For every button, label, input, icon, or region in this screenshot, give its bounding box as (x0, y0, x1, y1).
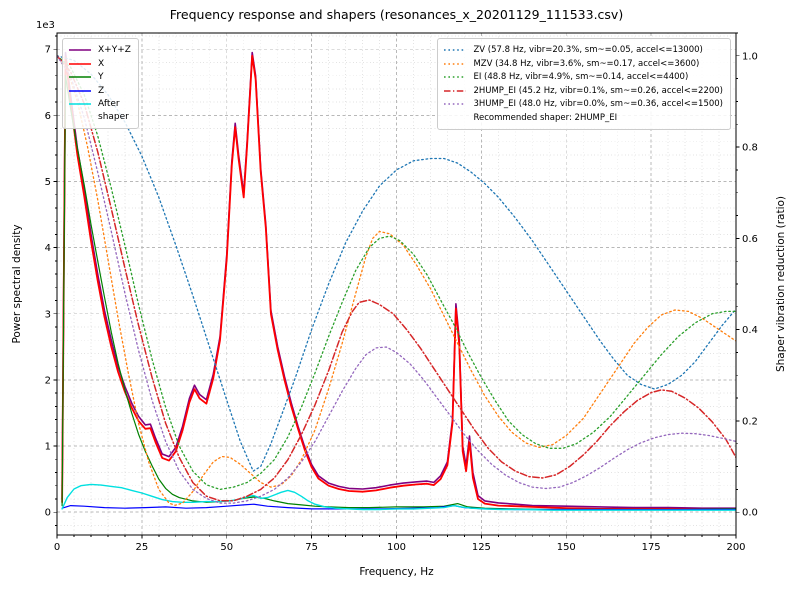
series-y (61, 75, 736, 511)
chart-title: Frequency response and shapers (resonanc… (169, 7, 624, 22)
left-tick-label: 7 (45, 45, 51, 56)
tick-marks (53, 32, 740, 539)
legend-line-sample (444, 76, 467, 78)
legend-line-sample (69, 89, 91, 92)
legend-item-label: X+Y+Z (98, 45, 131, 55)
legend-item: Y (68, 71, 131, 84)
legend-line-sample (444, 49, 467, 51)
legend-item-label: ZV (57.8 Hz, vibr=20.3%, sm~=0.05, accel… (473, 45, 703, 55)
legend-item: 3HUMP_EI (48.0 Hz, vibr=0.0%, sm~=0.36, … (443, 98, 723, 111)
tick-labels: 0 25 50 75 100 125 150 175 200 0 1 2 3 4 5 6 7 0.0 0.2 0.4 0… (45, 45, 758, 553)
legend-item-label: After shaper (98, 99, 129, 122)
legend-item: ZV (57.8 Hz, vibr=20.3%, sm~=0.05, accel… (443, 44, 723, 57)
legend-item-label: MZV (34.8 Hz, vibr=3.6%, sm~=0.17, accel… (473, 58, 700, 69)
x-tick-label: 100 (387, 542, 406, 553)
legend-item: 2HUMP_EI (45.2 Hz, vibr=0.1%, sm~=0.26, … (443, 85, 723, 98)
legend-line-sample (69, 103, 91, 105)
legend-shapers: ZV (57.8 Hz, vibr=20.3%, sm~=0.05, accel… (437, 38, 731, 130)
right-tick-label: 0.6 (742, 234, 758, 245)
left-tick-label: 4 (45, 243, 51, 254)
legend-footer-label: Recommended shaper: 2HUMP_EI (473, 112, 618, 123)
left-tick-label: 2 (45, 375, 51, 386)
legend-line-sample (69, 49, 91, 51)
left-tick-label: 0 (45, 508, 51, 519)
series-after-shaper (61, 483, 736, 511)
legend-item: X (68, 58, 131, 71)
legend-item: X+Y+Z (68, 44, 131, 57)
x-tick-label: 25 (136, 542, 149, 553)
left-tick-label: 1 (45, 442, 51, 453)
x-tick-label: 150 (557, 542, 576, 553)
legend-line-sample (444, 89, 467, 92)
x-tick-label: 125 (472, 542, 491, 553)
legend-line-sample (69, 62, 91, 65)
series-zv (57, 55, 736, 472)
legend-line-sample (444, 62, 467, 65)
legend-item-label: Z (98, 85, 105, 96)
legend-item: EI (48.8 Hz, vibr=4.9%, sm~=0.14, accel<… (443, 71, 723, 84)
series-hump3-ei (57, 55, 736, 504)
legend-item-label: EI (48.8 Hz, vibr=4.9%, sm~=0.14, accel<… (473, 72, 689, 82)
legend-psd: X+Y+Z X Y Z After shaper (62, 38, 139, 129)
right-tick-label: 0.0 (742, 508, 758, 519)
right-tick-label: 1.0 (742, 51, 758, 62)
legend-line-sample (443, 113, 467, 123)
left-tick-label: 3 (45, 309, 51, 320)
legend-line-sample (444, 103, 467, 105)
series-ei (57, 55, 736, 491)
series-hump2-ei (57, 55, 736, 502)
x-tick-label: 0 (54, 542, 60, 553)
legend-item-label: Y (98, 72, 104, 82)
legend-line-sample (69, 76, 91, 78)
x-tick-label: 200 (726, 542, 745, 553)
left-tick-label: 6 (45, 111, 51, 122)
legend-item-label: 3HUMP_EI (48.0 Hz, vibr=0.0%, sm~=0.36, … (473, 99, 723, 109)
x-tick-label: 75 (305, 542, 318, 553)
right-tick-label: 0.4 (742, 325, 758, 336)
x-axis-label: Frequency, Hz (359, 566, 434, 578)
x-tick-label: 175 (642, 542, 661, 553)
legend-footer: Recommended shaper: 2HUMP_EI (443, 112, 723, 125)
right-tick-label: 0.2 (742, 416, 758, 427)
right-tick-label: 0.8 (742, 143, 758, 154)
legend-item: Z (68, 85, 131, 98)
legend-item: MZV (34.8 Hz, vibr=3.6%, sm~=0.17, accel… (443, 58, 723, 71)
x-tick-label: 50 (220, 542, 233, 553)
legend-item-label: X (98, 58, 105, 69)
y-axis-offset-text: 1e3 (36, 20, 55, 31)
legend-item: After shaper (68, 98, 131, 123)
series-group (57, 51, 736, 511)
left-tick-label: 5 (45, 177, 51, 188)
legend-item-label: 2HUMP_EI (45.2 Hz, vibr=0.1%, sm~=0.26, … (473, 85, 723, 96)
series-x (61, 54, 736, 511)
